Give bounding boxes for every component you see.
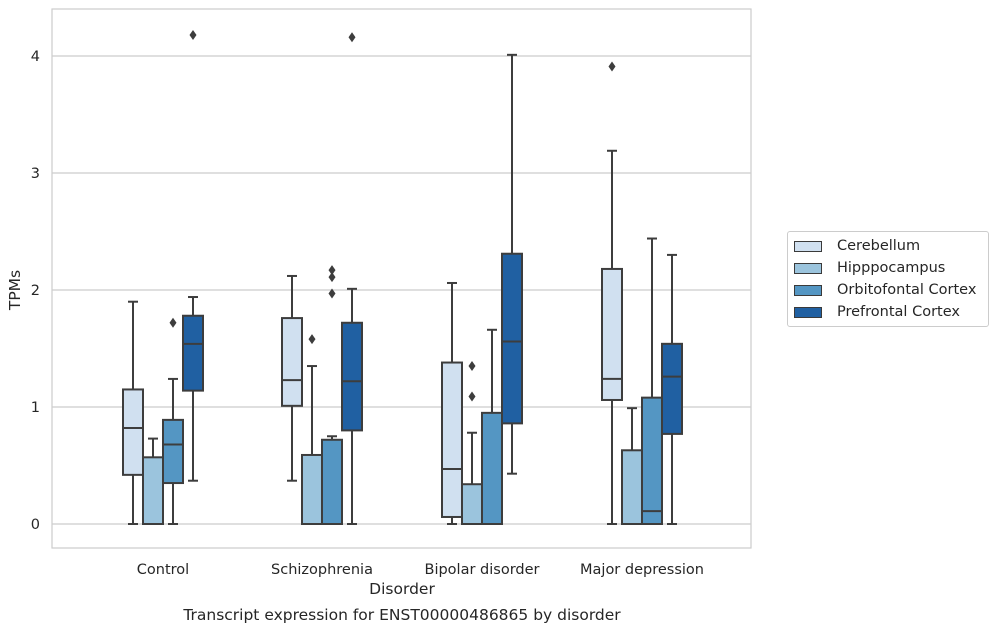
legend: Cerebellum Hipppocampus Orbitofontal Cor…: [787, 231, 989, 327]
y-tick-label: 0: [31, 517, 40, 533]
box-body: [461, 483, 483, 525]
box-hipppocampus-3: [621, 407, 643, 526]
legend-label-hipppocampus: Hipppocampus: [837, 260, 946, 276]
y-tick-label: 1: [31, 400, 40, 416]
x-tick-label: Bipolar disorder: [425, 562, 540, 578]
box-body: [321, 438, 343, 526]
box-body: [162, 418, 184, 485]
outlier-marker: [468, 361, 476, 372]
legend-item-hipppocampus: Hipppocampus: [794, 259, 945, 277]
box-body: [142, 456, 164, 525]
box-body: [661, 342, 683, 435]
y-tick-labels: 0 1 2 3 4: [31, 49, 40, 533]
outlier-marker: [189, 29, 197, 40]
x-tick-label: Control: [137, 562, 189, 578]
x-tick-labels: Control Schizophrenia Bipolar disorder Majo…: [137, 562, 704, 578]
box-body: [601, 267, 623, 401]
outlier-marker: [328, 265, 336, 276]
legend-label-orbitofontal-cortex: Orbitofontal Cortex: [837, 282, 977, 298]
box-prefrontal-cortex-0: [182, 29, 204, 482]
y-axis-label: TPMs: [6, 269, 24, 311]
box-body: [441, 361, 463, 518]
box-orbitofontal-cortex-2: [481, 328, 503, 526]
box-hipppocampus-1: [301, 334, 323, 525]
outlier-marker: [308, 334, 316, 345]
box-prefrontal-cortex-1: [341, 32, 363, 525]
x-axis-label: Disorder: [369, 580, 435, 598]
box-hipppocampus-2: [461, 361, 483, 525]
legend-label-prefrontal-cortex: Prefrontal Cortex: [837, 304, 960, 320]
box-cerebellum-2: [441, 281, 463, 525]
legend-item-prefrontal-cortex: Prefrontal Cortex: [794, 303, 960, 321]
box-hipppocampus-0: [142, 437, 164, 525]
box-orbitofontal-cortex-0: [162, 317, 184, 525]
box-orbitofontal-cortex-1: [321, 265, 343, 526]
chart-caption: Transcript expression for ENST0000048686…: [183, 606, 621, 624]
x-tick-label: Schizophrenia: [271, 562, 373, 578]
outlier-marker: [169, 317, 177, 328]
box-body: [182, 314, 204, 392]
box-body: [641, 396, 663, 526]
outlier-marker: [608, 61, 616, 72]
box-body: [301, 453, 323, 525]
boxes-layer: [122, 29, 683, 526]
outlier-marker: [348, 32, 356, 43]
box-prefrontal-cortex-3: [661, 253, 683, 525]
box-body: [341, 321, 363, 432]
plot-frame: [51, 8, 752, 549]
legend-swatch-prefrontal-cortex: [794, 306, 822, 318]
box-cerebellum-0: [122, 300, 144, 525]
legend-item-cerebellum: Cerebellum: [794, 237, 920, 255]
box-body: [621, 449, 643, 526]
legend-item-orbitofontal-cortex: Orbitofontal Cortex: [794, 281, 976, 299]
box-orbitofontal-cortex-3: [641, 237, 663, 526]
outlier-marker: [328, 288, 336, 299]
box-cerebellum-3: [601, 61, 623, 525]
legend-swatch-orbitofontal-cortex: [794, 284, 822, 296]
legend-swatch-cerebellum: [794, 240, 822, 252]
box-body: [481, 411, 503, 526]
outlier-marker: [328, 272, 336, 283]
x-tick-label: Major depression: [580, 562, 704, 578]
box-body: [501, 252, 523, 425]
outlier-marker: [468, 391, 476, 402]
y-tick-label: 4: [31, 49, 40, 65]
y-tick-label: 3: [31, 166, 40, 182]
box-cerebellum-1: [281, 274, 303, 482]
box-body: [281, 317, 303, 407]
legend-label-cerebellum: Cerebellum: [837, 238, 921, 254]
legend-swatch-hipppocampus: [794, 262, 822, 274]
box-body: [122, 388, 144, 476]
y-tick-label: 2: [31, 283, 40, 299]
box-prefrontal-cortex-2: [501, 53, 523, 475]
